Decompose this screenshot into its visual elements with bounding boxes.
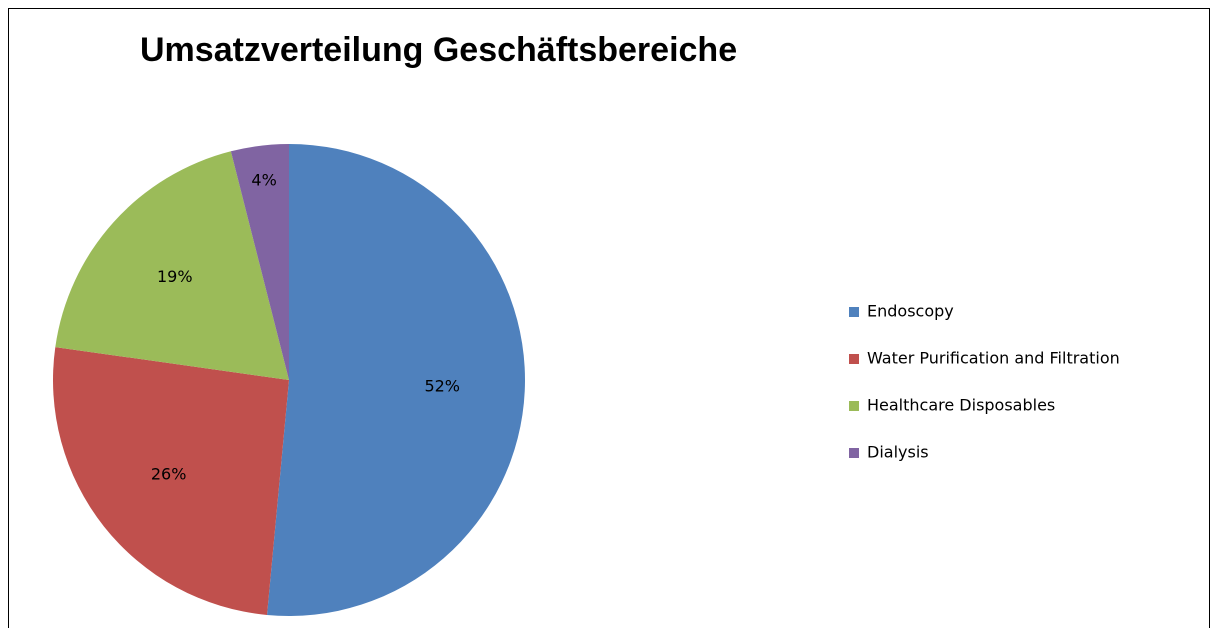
legend-label: Dialysis <box>867 443 929 462</box>
pie-slice <box>52 347 289 615</box>
pie-slice <box>267 144 525 616</box>
chart-title: Umsatzverteilung Geschäftsbereiche <box>140 31 737 69</box>
data-label: 52% <box>424 377 460 396</box>
legend-swatch <box>849 307 859 317</box>
data-label: 4% <box>251 170 276 189</box>
legend-label: Endoscopy <box>867 302 954 321</box>
legend-label: Water Purification and Filtration <box>867 349 1120 368</box>
data-label: 26% <box>151 465 187 484</box>
data-label: 19% <box>157 267 193 286</box>
legend-swatch <box>849 354 859 364</box>
pie-slice <box>230 144 289 380</box>
pie-slice <box>55 151 289 380</box>
legend-label: Healthcare Disposables <box>867 396 1055 415</box>
legend-swatch <box>849 448 859 458</box>
legend-swatch <box>849 401 859 411</box>
